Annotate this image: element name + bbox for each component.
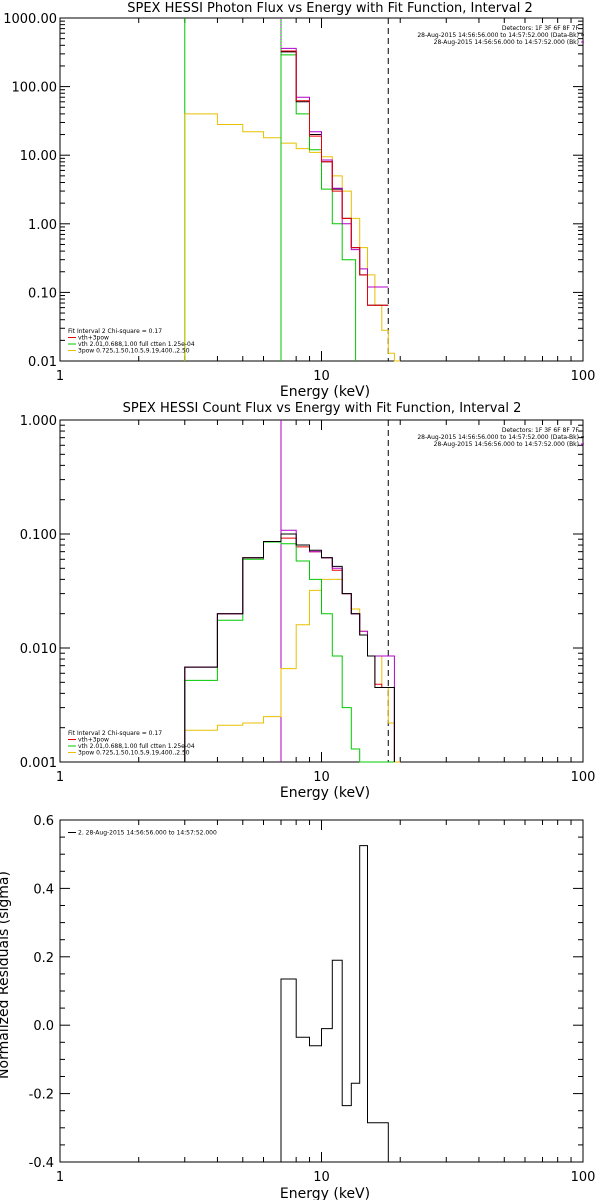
header-line: 28-Aug-2015 14:56:56.000 to 14:57:52.000… bbox=[417, 32, 579, 39]
y-tick-label: 1000.00 bbox=[3, 12, 57, 27]
x-tick-label: 10 bbox=[313, 770, 330, 785]
yellow-series-line bbox=[184, 113, 401, 362]
series-line bbox=[281, 47, 389, 288]
legend-entry: vth 2.01,0.688,1.00 full ctten 1.25e-04 bbox=[78, 743, 195, 750]
series-line bbox=[184, 529, 395, 762]
photon-flux-plot: 1 10 100 0.01 0.10 1.00 10.00 100.00 1000.00 Dete… bbox=[3, 12, 595, 384]
legend-entry: 3pow 0.725,1.50,10.5,9.19,400.,2.50 bbox=[78, 750, 190, 757]
x-tick-label: 1 bbox=[56, 770, 64, 785]
y-tick-label: -0.2 bbox=[29, 1088, 54, 1103]
count-flux-xlabel: Energy (keV) bbox=[280, 785, 370, 801]
plot-frame bbox=[59, 819, 584, 1163]
y-tick-label: 0.0 bbox=[33, 1019, 54, 1034]
residuals-panel: 1 10 100 -0.4 -0.2 0.0 0.2 0.4 0.6 2. 28-Aug-2015… bbox=[0, 814, 595, 1200]
series-line bbox=[281, 51, 389, 306]
header-line: 28-Aug-2015 14:56:56.000 to 14:57:52.000… bbox=[434, 441, 579, 448]
y-tick-label: 100.00 bbox=[12, 81, 58, 96]
residual-line bbox=[280, 845, 389, 1162]
legend-entry: Fit Interval 2 Chi-square = 0.17 bbox=[68, 328, 162, 335]
x-tick-label: 10 bbox=[313, 369, 330, 384]
residuals-xlabel: Energy (keV) bbox=[280, 1186, 370, 1200]
series-line bbox=[184, 537, 395, 762]
residuals-plot: 1 10 100 -0.4 -0.2 0.0 0.2 0.4 0.6 2. 28-Aug-2015… bbox=[29, 814, 596, 1185]
photon-flux-panel: SPEX HESSI Photon Flux vs Energy with Fi… bbox=[3, 1, 595, 400]
header-line: Detectors: 1F 3F 6F 8F 7F bbox=[502, 25, 580, 32]
photon-flux-title: SPEX HESSI Photon Flux vs Energy with Fi… bbox=[127, 1, 533, 16]
series-line bbox=[184, 541, 395, 763]
legend-entry: vth+3pow bbox=[78, 737, 109, 744]
x-tick-label: 100 bbox=[571, 770, 596, 785]
y-tick-label: -0.4 bbox=[29, 1156, 54, 1171]
y-tick-label: 0.01 bbox=[28, 355, 57, 370]
y-tick-label: 0.100 bbox=[20, 528, 57, 543]
series-line bbox=[184, 533, 395, 762]
y-tick-label: 0.6 bbox=[33, 814, 54, 829]
x-tick-label: 100 bbox=[571, 1170, 596, 1185]
x-tick-label: 10 bbox=[313, 1170, 330, 1185]
y-tick-label: 0.4 bbox=[33, 882, 54, 897]
yellow-series-line bbox=[184, 578, 401, 763]
y-tick-label: 1.000 bbox=[20, 414, 57, 429]
series-line bbox=[281, 50, 389, 306]
header-line: 28-Aug-2015 14:56:56.000 to 14:57:52.000… bbox=[434, 39, 579, 46]
y-tick-label: 0.010 bbox=[20, 642, 57, 657]
y-tick-label: 1.00 bbox=[28, 218, 57, 233]
y-tick-label: 0.2 bbox=[33, 951, 54, 966]
y-tick-label: 10.00 bbox=[20, 149, 57, 164]
green-series-line bbox=[280, 54, 357, 361]
x-tick-label: 1 bbox=[56, 369, 64, 384]
photon-flux-xlabel: Energy (keV) bbox=[280, 384, 370, 400]
legend-entry: vth 2.01,0.688,1.00 full ctten 1.25e-04 bbox=[78, 341, 195, 348]
legend-entry: 3pow 0.725,1.50,10.5,9.19,400.,2.50 bbox=[78, 348, 190, 355]
header-line: 28-Aug-2015 14:56:56.000 to 14:57:52.000… bbox=[417, 434, 579, 441]
x-tick-label: 100 bbox=[571, 369, 596, 384]
residuals-ylabel: Normalized Residuals (sigma) bbox=[0, 871, 12, 1079]
count-flux-title: SPEX HESSI Count Flux vs Energy with Fit… bbox=[123, 401, 522, 416]
legend-entry: 2. 28-Aug-2015 14:56:56.000 to 14:57:52.… bbox=[78, 830, 217, 837]
count-flux-panel: SPEX HESSI Count Flux vs Energy with Fit… bbox=[20, 401, 596, 801]
count-flux-plot: 1 10 100 0.001 0.010 0.100 1.000 Detectors: 1F … bbox=[20, 414, 596, 785]
y-tick-label: 0.10 bbox=[28, 286, 57, 301]
legend-entry: Fit Interval 2 Chi-square = 0.17 bbox=[68, 730, 162, 737]
x-tick-label: 1 bbox=[56, 1170, 64, 1185]
legend-entry: vth+3pow bbox=[78, 335, 109, 342]
y-tick-label: 0.001 bbox=[20, 756, 57, 771]
header-line: Detectors: 1F 3F 6F 8F 7F bbox=[502, 427, 580, 434]
